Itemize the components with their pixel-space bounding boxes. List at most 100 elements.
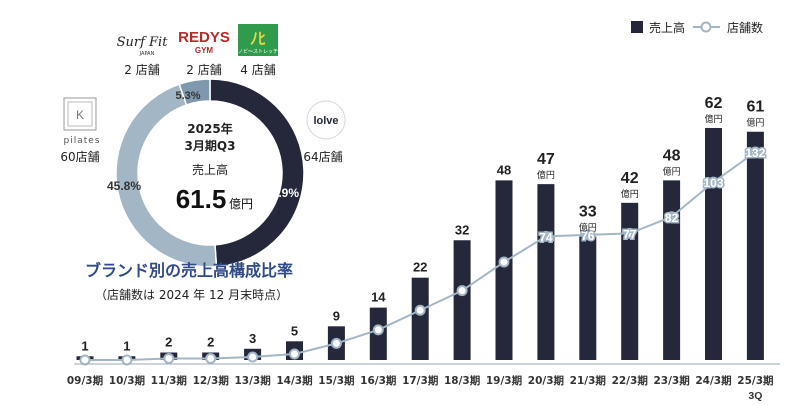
pie-title: ブランド別の売上高構成比率 [85, 261, 293, 280]
store-point-8 [414, 304, 426, 316]
bar-label-2: 2 [165, 335, 172, 350]
redys-logo-sub: GYM [195, 46, 214, 55]
store-point-11 [540, 230, 552, 242]
brand-kpilates: K pilates 60店舗 [60, 97, 100, 164]
store-point-0 [79, 354, 91, 366]
bar-label-15: 62 [705, 95, 723, 112]
store-point-13 [624, 227, 636, 239]
x-tick-1: 10/3期 [109, 374, 145, 387]
bar-unit-16: 億円 [746, 117, 764, 129]
x-tick-9: 18/3期 [444, 374, 480, 387]
store-point-16 [749, 146, 761, 158]
bar-14 [663, 180, 681, 360]
bar-unit-13: 億円 [621, 188, 639, 200]
bar-12 [579, 236, 597, 360]
redys-stores: 2 店舗 [186, 63, 221, 77]
store-point-9 [456, 285, 468, 297]
bar-label-3: 2 [207, 335, 214, 350]
x-tick-14: 23/3期 [653, 374, 689, 387]
bar-10 [495, 180, 513, 360]
x-tick-0: 09/3期 [67, 374, 103, 387]
brand-nobi: ﾉﾋ ノビ～ストレッチ 4 店舗 [238, 24, 278, 77]
bar-13 [621, 202, 639, 360]
store-point-4 [247, 351, 259, 363]
brand-surf: Surf Fit JAPAN 2 店舗 [117, 35, 169, 77]
legend-label-stores: 店舗数 [727, 20, 763, 35]
store-point-1 [121, 354, 133, 366]
kpilates-logo-box [63, 97, 97, 131]
store-point-6 [330, 337, 342, 349]
x-tick-suffix: 3Q [748, 390, 762, 402]
bar-label-9: 32 [455, 222, 469, 237]
store-label-15: 103 [703, 176, 723, 190]
slice-label-kpilates: 45.8% [107, 179, 141, 193]
bar-8 [411, 277, 429, 360]
x-tick-5: 14/3期 [276, 374, 312, 387]
bar-unit-14: 億円 [663, 165, 681, 177]
donut-slice-2 [178, 78, 211, 106]
pie-subtitle: （店舗数は 2024 年 12 月末時点） [95, 287, 288, 302]
x-tick-12: 21/3期 [570, 374, 606, 387]
x-tick-15: 24/3期 [695, 374, 731, 387]
legend: 売上高 店舗数 [631, 20, 763, 35]
redys-logo-box [178, 24, 230, 56]
donut-center-year: 2025年 [187, 121, 232, 136]
bar-unit-11: 億円 [537, 169, 555, 181]
x-tick-16: 25/3期 [737, 374, 773, 387]
nobi-logo-box [238, 24, 278, 56]
x-tick-13: 22/3期 [612, 374, 648, 387]
legend-line-marker [700, 21, 712, 33]
loive-stores: 64店舗 [303, 150, 342, 164]
brand-redys: REDYS GYM 2 店舗 [178, 24, 230, 77]
bar-unit-12: 億円 [579, 222, 597, 234]
bar-label-1: 1 [123, 338, 130, 353]
bar-label-5: 5 [291, 323, 298, 338]
bar-label-11: 47 [537, 151, 555, 168]
nobi-logo-mark: ﾉﾋ [250, 31, 266, 48]
x-tick-7: 16/3期 [360, 374, 396, 387]
x-tick-11: 20/3期 [528, 374, 564, 387]
surf-fit-stores: 2 店舗 [124, 63, 159, 77]
donut-center-value: 61.5 [176, 184, 227, 214]
x-tick-4: 13/3期 [234, 374, 270, 387]
kpilates-logo-mark: K [76, 108, 84, 122]
store-label-12: 76 [581, 229, 595, 243]
bar-label-0: 1 [81, 338, 88, 353]
store-point-10 [498, 256, 510, 268]
store-point-2 [163, 352, 175, 364]
x-axis-ticks: 09/3期 10/3期 11/3期 12/3期 13/3期 14/3期 15/3期 16/3期… [67, 374, 774, 402]
brand-loive: lolve 64店舗 [303, 100, 346, 164]
slice-label-loive: 48.9% [265, 186, 299, 200]
store-label-11: 74 [539, 230, 553, 244]
store-point-5 [289, 348, 300, 360]
donut-chart [115, 78, 305, 268]
bar-label-12: 33 [579, 204, 597, 221]
bar-label-8: 22 [413, 260, 427, 275]
legend-label-sales: 売上高 [649, 20, 685, 35]
kpilates-stores: 60店舗 [60, 150, 99, 164]
nobi-stores: 4 店舗 [240, 63, 275, 77]
bar-unit-15: 億円 [704, 113, 722, 125]
slice-label-other: 5.3% [175, 90, 200, 102]
bar-9 [453, 240, 471, 360]
x-tick-8: 17/3期 [402, 374, 438, 387]
x-tick-10: 19/3期 [486, 374, 522, 387]
bar-label-7: 14 [371, 290, 386, 305]
donut-center-unit: 億円 [229, 197, 253, 211]
bar-11 [537, 184, 555, 360]
surf-fit-logo-sub: JAPAN [139, 51, 155, 57]
kpilates-logo-inner [67, 101, 93, 127]
store-label-14: 82 [665, 211, 679, 225]
x-tick-6: 15/3期 [318, 374, 354, 387]
donut-center-period: 3月期Q3 [185, 138, 236, 153]
redys-logo: REDYS [178, 29, 230, 46]
bar-label-13: 42 [621, 170, 639, 187]
bar-15 [705, 128, 722, 360]
surf-fit-logo: Surf Fit [117, 35, 169, 50]
x-tick-2: 11/3期 [151, 374, 187, 387]
legend-bar-swatch [631, 21, 643, 33]
store-point-12 [582, 229, 594, 241]
loive-logo: lolve [313, 115, 338, 127]
